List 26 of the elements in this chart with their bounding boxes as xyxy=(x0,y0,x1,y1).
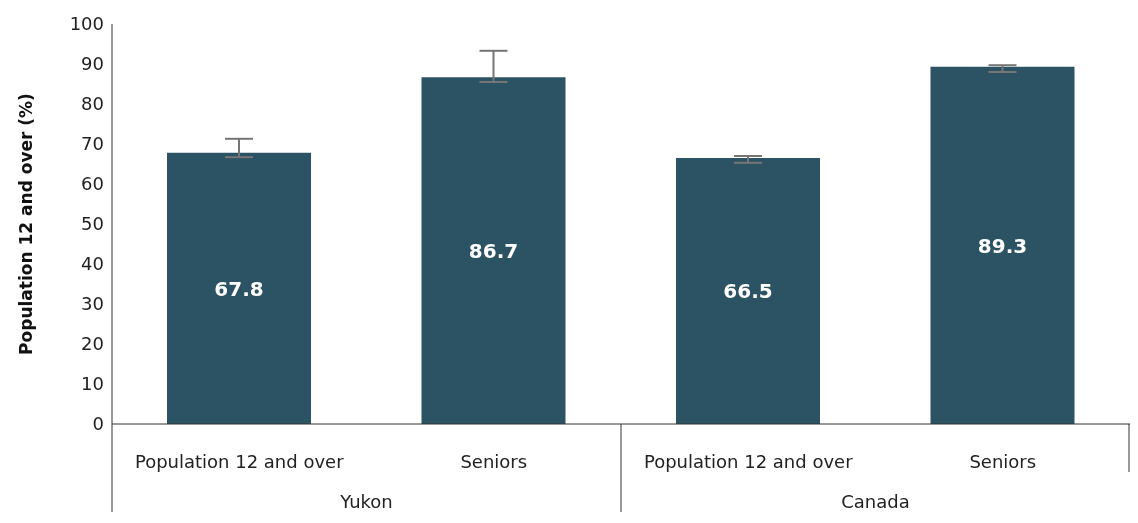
x-tick-label: Seniors xyxy=(460,451,528,472)
y-axis-title: Population 12 and over (%) xyxy=(16,93,37,355)
y-tick-label: 90 xyxy=(81,53,104,75)
y-tick-label: 20 xyxy=(81,333,104,355)
text: Canada xyxy=(841,491,910,512)
y-tick-label: 10 xyxy=(81,373,104,395)
bar xyxy=(421,77,566,424)
data-label: 66.5 xyxy=(723,279,773,304)
x-tick-label: Population 12 and over xyxy=(643,451,854,472)
y-tick-label: 70 xyxy=(81,133,104,155)
data-label: 89.3 xyxy=(977,233,1028,258)
x-tick-label: Population 12 and over xyxy=(134,451,345,472)
x-tick-label: Seniors xyxy=(969,451,1037,472)
y-tick-label: 0 xyxy=(92,413,104,435)
y-tick-label: 60 xyxy=(81,173,104,195)
data-label: 86.7 xyxy=(468,238,519,263)
y-tick-label: 100 xyxy=(69,13,104,35)
text: Yukon xyxy=(339,491,393,512)
y-tick-label: 80 xyxy=(81,93,104,115)
y-tick-label: 50 xyxy=(81,213,104,235)
bar xyxy=(167,152,311,424)
data-label: 67.8 xyxy=(214,276,264,301)
y-tick-label: 40 xyxy=(81,253,104,275)
bar xyxy=(676,158,820,424)
bar xyxy=(930,66,1075,424)
y-tick-label: 30 xyxy=(81,293,104,315)
